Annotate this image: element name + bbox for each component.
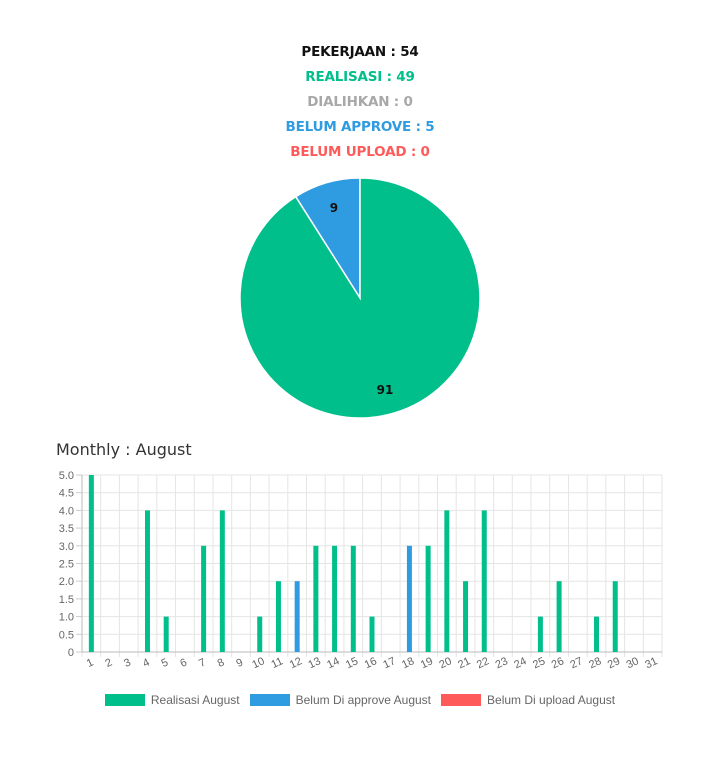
x-tick-label: 11	[269, 655, 284, 671]
y-tick-label: 1.5	[59, 594, 74, 606]
legend-item-belum-upload[interactable]: Belum Di upload August	[441, 693, 615, 707]
monthly-chart-title: Monthly : August	[56, 440, 192, 459]
bar-realisasi-day-5[interactable]	[163, 616, 169, 652]
x-tick-label: 19	[419, 655, 435, 671]
x-tick-label: 15	[344, 655, 360, 671]
bar-belum-approve-day-18[interactable]	[406, 545, 412, 652]
legend-label-belum-approve: Belum Di approve August	[295, 693, 432, 707]
x-tick-label: 18	[400, 655, 416, 671]
bar-realisasi-day-1[interactable]	[88, 475, 94, 652]
x-tick-label: 7	[197, 657, 208, 670]
x-tick-label: 17	[381, 655, 397, 671]
y-tick-label: 4.5	[59, 488, 74, 500]
x-tick-label: 26	[550, 655, 566, 671]
bar-realisasi-day-16[interactable]	[369, 616, 375, 652]
y-tick-label: 1.0	[59, 612, 74, 624]
bar-realisasi-day-20[interactable]	[444, 510, 450, 652]
legend-swatch-realisasi	[104, 694, 145, 706]
legend-label-belum-upload: Belum Di upload August	[487, 693, 616, 707]
y-tick-label: 2.0	[59, 576, 74, 588]
summary-stats: PEKERJAAN : 54 REALISASI : 49 DIALIHKAN …	[0, 40, 720, 165]
legend-swatch-belum-upload	[441, 694, 482, 706]
stat-belum-approve: BELUM APPROVE : 5	[285, 119, 435, 135]
bar-realisasi-day-14[interactable]	[332, 545, 338, 652]
legend-item-belum-approve[interactable]: Belum Di approve August	[249, 693, 432, 707]
x-tick-label: 2	[103, 657, 114, 670]
monthly-bar-chart: 00.51.01.52.02.53.03.54.04.55.01 2 3 4 5 6 7 8 9…	[59, 470, 663, 671]
x-tick-label: 1	[85, 657, 96, 670]
pie-chart: 9 91	[239, 177, 481, 419]
bar-realisasi-day-15[interactable]	[350, 545, 356, 652]
x-tick-label: 30	[625, 655, 641, 671]
x-tick-label: 24	[512, 655, 528, 671]
legend-item-realisasi[interactable]: Realisasi August	[104, 693, 240, 707]
x-tick-label: 21	[456, 655, 472, 671]
bar-realisasi-day-22[interactable]	[481, 510, 487, 652]
x-tick-label: 28	[587, 655, 603, 671]
x-tick-label: 22	[475, 655, 491, 671]
y-tick-label: 5.0	[59, 470, 74, 482]
stat-realisasi: REALISASI : 49	[305, 69, 415, 85]
x-tick-label: 12	[288, 655, 304, 671]
stat-dialihkan: DIALIHKAN : 0	[307, 94, 413, 110]
stat-pekerjaan: PEKERJAAN : 54	[301, 44, 419, 60]
bar-realisasi-day-7[interactable]	[201, 545, 207, 652]
bar-realisasi-day-26[interactable]	[556, 581, 562, 652]
bar-belum-approve-day-12[interactable]	[294, 581, 300, 652]
y-tick-label: 2.5	[59, 559, 74, 571]
bar-realisasi-day-25[interactable]	[537, 616, 543, 652]
x-tick-label: 3	[122, 657, 133, 670]
bar-realisasi-day-11[interactable]	[275, 581, 281, 652]
x-tick-label: 16	[363, 655, 379, 671]
x-tick-label: 25	[531, 655, 547, 671]
y-tick-label: 4.0	[59, 505, 74, 517]
bar-realisasi-day-28[interactable]	[594, 616, 600, 652]
x-tick-label: 20	[437, 655, 453, 671]
bar-realisasi-day-13[interactable]	[313, 545, 319, 652]
pie-label-91: 91	[377, 383, 394, 397]
x-tick-label: 8	[216, 657, 227, 670]
x-tick-label: 6	[178, 657, 189, 670]
legend-label-realisasi: Realisasi August	[150, 693, 240, 707]
legend-swatch-belum-approve	[249, 694, 290, 706]
y-tick-label: 3.5	[59, 523, 74, 535]
chart-legend: Realisasi August Belum Di approve August…	[0, 693, 720, 707]
x-tick-label: 13	[307, 655, 323, 671]
x-tick-label: 27	[568, 655, 584, 671]
bar-realisasi-day-4[interactable]	[144, 510, 150, 652]
x-tick-label: 14	[325, 655, 341, 671]
x-tick-label: 10	[250, 655, 266, 671]
x-tick-label: 9	[234, 657, 245, 670]
x-tick-label: 4	[141, 657, 152, 670]
bar-realisasi-day-21[interactable]	[463, 581, 469, 652]
x-tick-label: 29	[606, 655, 622, 671]
stat-belum-upload: BELUM UPLOAD : 0	[290, 144, 430, 160]
x-tick-label: 5	[160, 657, 171, 670]
bar-realisasi-day-29[interactable]	[612, 581, 618, 652]
bar-realisasi-day-19[interactable]	[425, 545, 431, 652]
y-tick-label: 0.5	[59, 629, 74, 641]
y-tick-label: 0	[68, 647, 74, 659]
pie-slice-91[interactable]	[239, 177, 481, 419]
x-tick-label: 31	[643, 655, 659, 671]
bar-realisasi-day-10[interactable]	[257, 616, 263, 652]
x-tick-label: 23	[494, 655, 510, 671]
y-tick-label: 3.0	[59, 541, 74, 553]
bar-realisasi-day-8[interactable]	[219, 510, 225, 652]
pie-label-9: 9	[330, 201, 338, 215]
